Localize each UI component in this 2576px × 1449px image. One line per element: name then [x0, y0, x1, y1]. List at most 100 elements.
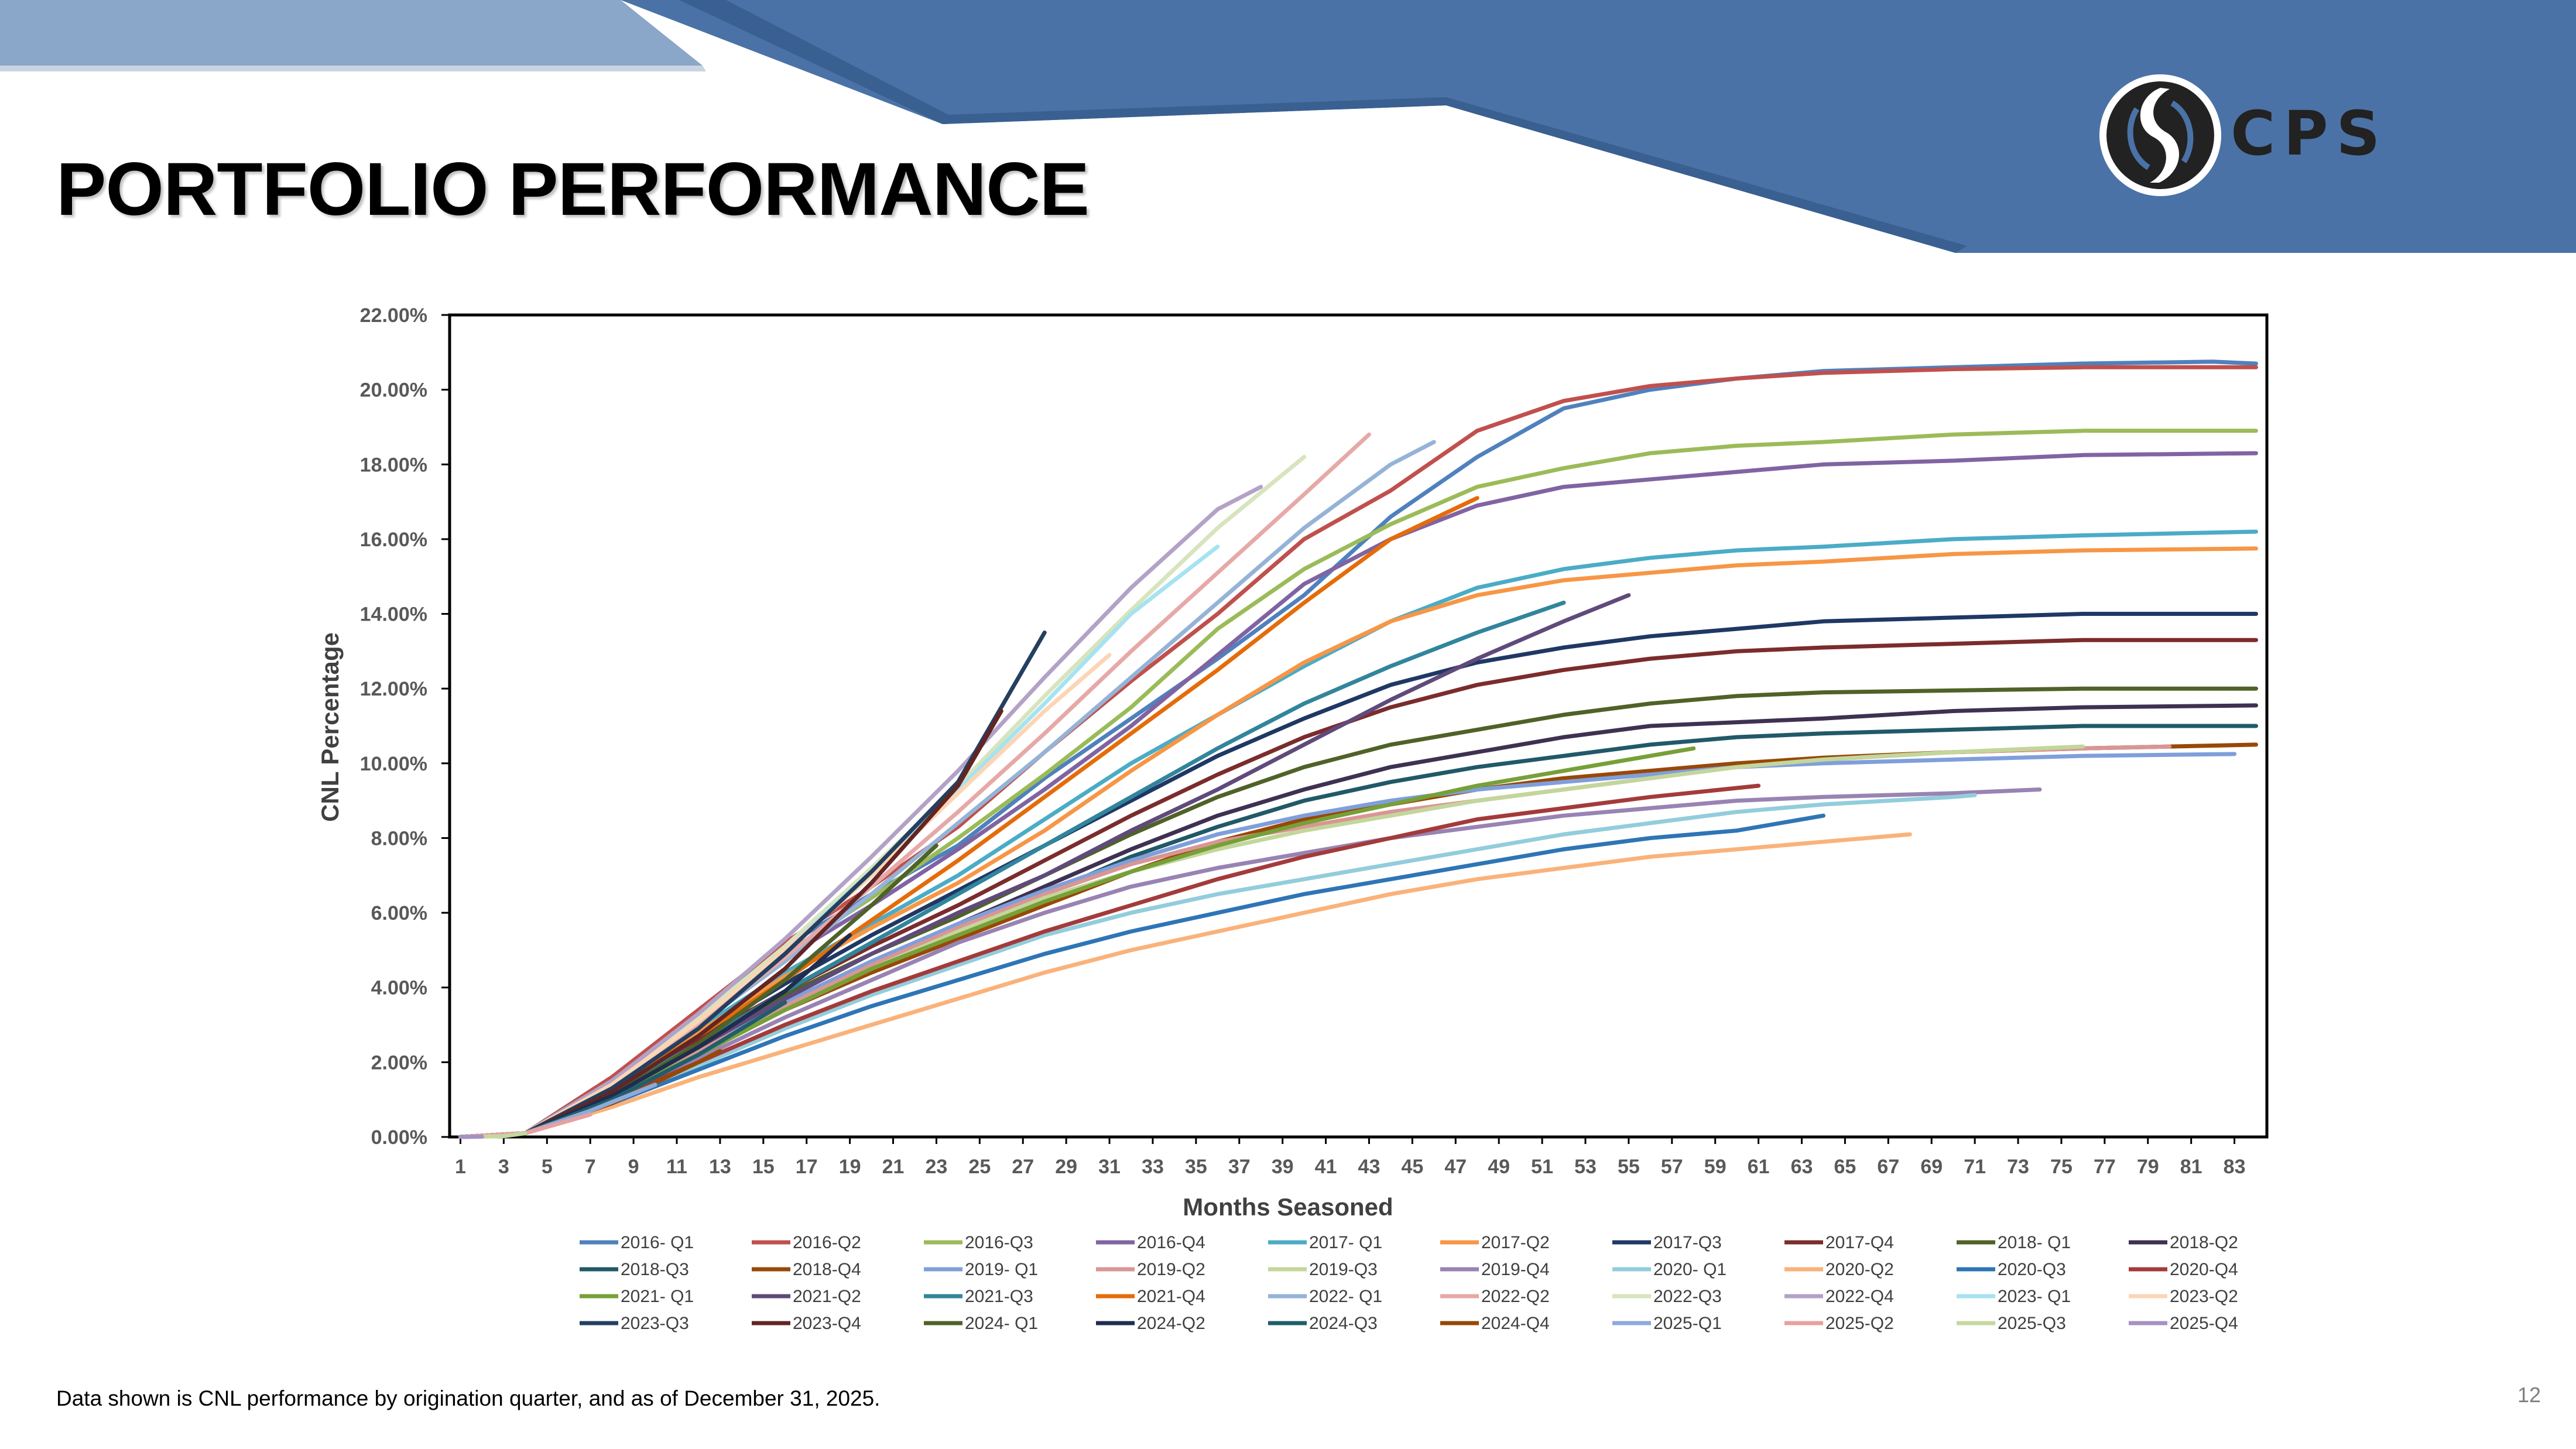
x-tick-label: 71 — [1964, 1156, 1986, 1178]
logo-wordmark: CPS — [2231, 98, 2388, 169]
x-tick-label: 73 — [2007, 1156, 2029, 1178]
legend-entry: 2019-Q2 — [1137, 1260, 1205, 1279]
legend-entry: 2025-Q4 — [2170, 1314, 2238, 1333]
y-tick-label: 10.00% — [360, 753, 427, 775]
series-line-2025-q4 — [458, 1134, 484, 1139]
x-tick-label: 1 — [455, 1156, 466, 1178]
legend-entry: 2021- Q1 — [621, 1287, 694, 1306]
legend-entry: 2018-Q4 — [793, 1260, 861, 1279]
legend-entry: 2024-Q3 — [1309, 1314, 1378, 1333]
x-tick-label: 3 — [498, 1156, 509, 1178]
x-tick-label: 69 — [1920, 1156, 1943, 1178]
y-tick-label: 0.00% — [371, 1126, 427, 1149]
x-tick-label: 41 — [1315, 1156, 1337, 1178]
x-tick-label: 21 — [882, 1156, 905, 1178]
legend-entry: 2023-Q2 — [2170, 1287, 2238, 1306]
cnl-line-chart: 0.00% 2.00% 4.00% 6.00% 8.00% 10.00% 12.00% 14.… — [316, 304, 2269, 1333]
legend-entry: 2024-Q2 — [1137, 1314, 1205, 1333]
page-number: 12 — [2517, 1383, 2541, 1407]
legend-entry: 2022-Q2 — [1481, 1287, 1550, 1306]
x-tick-label: 29 — [1055, 1156, 1077, 1178]
x-tick-label: 15 — [752, 1156, 775, 1178]
x-tick-label: 67 — [1877, 1156, 1899, 1178]
x-tick-label: 33 — [1142, 1156, 1164, 1178]
legend-entry: 2016-Q4 — [1137, 1233, 1205, 1252]
x-axis: 1 3 5 7 9 11 13 15 17 19 21 23 25 27 29 31 33 35 37 39 41 43 4… — [455, 1137, 2245, 1178]
series-line-2020-q2 — [458, 832, 1912, 1139]
x-tick-label: 27 — [1012, 1156, 1034, 1178]
x-tick-label: 65 — [1834, 1156, 1856, 1178]
y-tick-label: 18.00% — [360, 454, 427, 476]
y-tick-label: 2.00% — [371, 1051, 427, 1074]
banner-bottom-shadow — [0, 66, 706, 71]
legend-entry: 2017-Q3 — [1653, 1233, 1722, 1252]
x-tick-label: 35 — [1185, 1156, 1207, 1178]
x-tick-label: 7 — [585, 1156, 596, 1178]
x-tick-label: 61 — [1748, 1156, 1770, 1178]
legend-entry: 2024-Q4 — [1481, 1314, 1550, 1333]
legend-entry: 2019-Q4 — [1481, 1260, 1550, 1279]
y-tick-label: 8.00% — [371, 827, 427, 849]
x-tick-label: 53 — [1574, 1156, 1597, 1178]
series-line-2020-q3 — [458, 813, 1825, 1139]
legend-entry: 2022- Q1 — [1309, 1287, 1382, 1306]
x-tick-label: 77 — [2094, 1156, 2116, 1178]
y-tick-label: 22.00% — [360, 304, 427, 327]
header-banner — [0, 0, 2576, 253]
legend-entry: 2017- Q1 — [1309, 1233, 1382, 1252]
legend-entry: 2022-Q3 — [1653, 1287, 1722, 1306]
legend-entry: 2025-Q2 — [1825, 1314, 1894, 1333]
x-tick-label: 51 — [1531, 1156, 1553, 1178]
y-tick-label: 16.00% — [360, 529, 427, 551]
y-tick-label: 6.00% — [371, 902, 427, 924]
legend-entry: 2016-Q3 — [965, 1233, 1033, 1252]
legend-entry: 2017-Q4 — [1825, 1233, 1894, 1252]
series-line-2019-q4 — [458, 787, 2042, 1139]
legend-entry: 2023- Q1 — [1998, 1287, 2071, 1306]
legend-entry: 2017-Q2 — [1481, 1233, 1550, 1252]
banner-dark-band — [621, 0, 2576, 253]
legend-entry: 2025-Q3 — [1998, 1314, 2066, 1333]
legend-entry: 2018-Q3 — [621, 1260, 689, 1279]
company-logo: CPS — [2099, 74, 2388, 196]
x-tick-label: 83 — [2224, 1156, 2246, 1178]
legend-entry: 2020-Q4 — [2170, 1260, 2238, 1279]
x-axis-label: Months Seasoned — [1183, 1193, 1393, 1221]
x-tick-label: 45 — [1401, 1156, 1423, 1178]
x-tick-label: 43 — [1358, 1156, 1381, 1178]
legend-entry: 2019-Q3 — [1309, 1260, 1378, 1279]
x-tick-label: 75 — [2050, 1156, 2073, 1178]
x-tick-label: 31 — [1098, 1156, 1121, 1178]
x-tick-label: 25 — [968, 1156, 991, 1178]
legend-entry: 2018-Q2 — [2170, 1233, 2238, 1252]
x-tick-label: 81 — [2180, 1156, 2202, 1178]
legend-entry: 2021-Q3 — [965, 1287, 1033, 1306]
y-tick-label: 20.00% — [360, 379, 427, 402]
y-tick-label: 14.00% — [360, 604, 427, 626]
legend-entry: 2020- Q1 — [1653, 1260, 1727, 1279]
legend-entry: 2016- Q1 — [621, 1233, 694, 1252]
legend-entry: 2024- Q1 — [965, 1314, 1038, 1333]
x-tick-label: 11 — [666, 1156, 687, 1178]
y-axis: 0.00% 2.00% 4.00% 6.00% 8.00% 10.00% 12.00% 14.… — [360, 304, 450, 1149]
chart-legend: 2016- Q1 2016-Q2 2016-Q3 2016-Q4 2017- Q1 201… — [580, 1233, 2238, 1333]
page-title: PORTFOLIO PERFORMANCE — [56, 148, 1090, 231]
legend-entry: 2023-Q3 — [621, 1314, 689, 1333]
legend-entry: 2020-Q3 — [1998, 1260, 2066, 1279]
x-tick-label: 9 — [628, 1156, 639, 1178]
banner-light-band — [0, 0, 703, 66]
legend-entry: 2023-Q4 — [793, 1314, 861, 1333]
legend-entry: 2020-Q2 — [1825, 1260, 1894, 1279]
x-tick-label: 79 — [2137, 1156, 2159, 1178]
x-tick-label: 37 — [1228, 1156, 1251, 1178]
x-tick-label: 39 — [1272, 1156, 1294, 1178]
y-tick-label: 12.00% — [360, 678, 427, 700]
series-line-2022-q4 — [458, 485, 1263, 1139]
series-line-2020-q1 — [458, 793, 1977, 1139]
x-tick-label: 47 — [1444, 1156, 1467, 1178]
x-tick-label: 63 — [1791, 1156, 1813, 1178]
y-tick-label: 4.00% — [371, 977, 427, 999]
legend-entry: 2025-Q1 — [1653, 1314, 1722, 1333]
x-tick-label: 23 — [926, 1156, 948, 1178]
